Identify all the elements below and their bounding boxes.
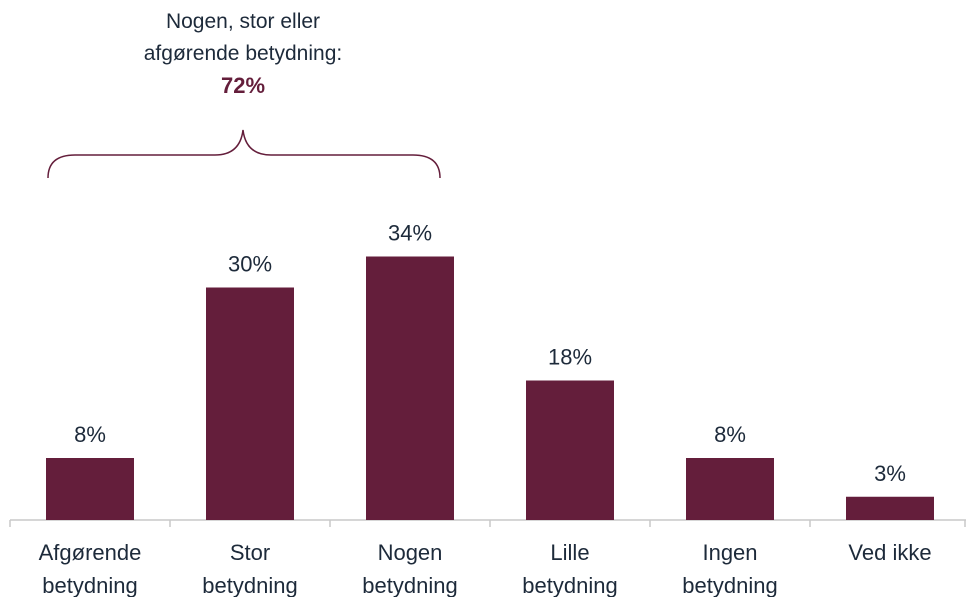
- value-label: 30%: [228, 252, 272, 277]
- bar: [206, 287, 294, 520]
- annotation-value: 72%: [220, 73, 266, 98]
- value-label: 8%: [714, 422, 746, 447]
- annotation: Nogen, stor eller afgørende betydning: 7…: [123, 6, 363, 102]
- value-label: 18%: [548, 345, 592, 370]
- x-tick-label: Lille betydning: [522, 540, 618, 597]
- x-tick-label: Afgørende betydning: [38, 540, 142, 597]
- bar: [686, 458, 774, 520]
- x-tick-label: Stor betydning: [202, 540, 298, 597]
- x-tick-label: Nogen betydning: [362, 540, 458, 597]
- bar: [846, 496, 934, 520]
- brace: [47, 129, 441, 179]
- x-tick-label: Ingen betydning: [682, 540, 778, 597]
- annotation-text: Nogen, stor eller afgørende betydning:: [143, 10, 343, 65]
- value-label: 8%: [74, 422, 106, 447]
- bar: [526, 380, 614, 520]
- bar: [46, 458, 134, 520]
- bar: [366, 256, 454, 520]
- value-label: 3%: [874, 461, 906, 486]
- value-label: 34%: [388, 221, 432, 246]
- x-tick-label: Ved ikke: [848, 540, 932, 565]
